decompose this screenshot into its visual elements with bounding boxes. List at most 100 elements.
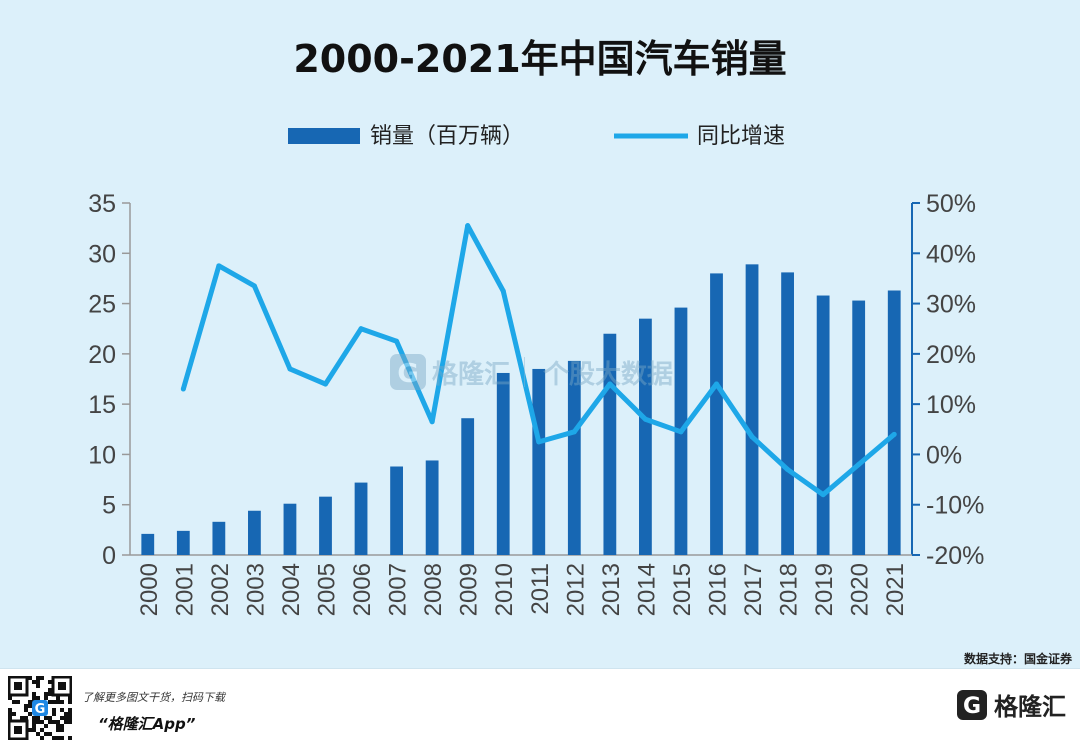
footer-brand-name: 格隆汇 bbox=[994, 693, 1066, 721]
x-tick-label: 2002 bbox=[207, 563, 234, 616]
right-tick-label: 10% bbox=[926, 391, 976, 419]
x-tick-label: 2008 bbox=[420, 563, 447, 616]
watermark: G 格隆汇 个股大数据 bbox=[388, 352, 673, 392]
bar-2006 bbox=[354, 482, 368, 555]
x-tick-label: 2005 bbox=[314, 563, 341, 616]
bar-2011 bbox=[532, 368, 546, 555]
x-tick-label: 2006 bbox=[349, 563, 376, 616]
growth-point-2006 bbox=[358, 326, 364, 332]
watermark-brand: 格隆汇 bbox=[432, 359, 511, 390]
growth-point-2005 bbox=[323, 381, 328, 387]
bar-2004 bbox=[283, 503, 297, 555]
bar-2009 bbox=[461, 418, 475, 555]
bar-2014 bbox=[639, 318, 652, 555]
promo-text: 了解更多图文干货，扫码下载 bbox=[82, 691, 225, 704]
growth-point-2002 bbox=[216, 263, 222, 269]
bar-2005 bbox=[319, 496, 332, 555]
left-tick-label: 20 bbox=[88, 341, 116, 369]
svg-text:G: G bbox=[35, 702, 46, 717]
growth-point-2004 bbox=[287, 366, 293, 372]
growth-point-2018 bbox=[785, 467, 791, 473]
x-tick-label: 2000 bbox=[136, 563, 163, 616]
watermark-divider bbox=[524, 357, 526, 387]
watermark-tagline: 个股大数据 bbox=[543, 359, 674, 390]
bar-2012 bbox=[567, 360, 581, 555]
legend-line-label: 同比增速 bbox=[697, 124, 785, 149]
svg-text:G: G bbox=[963, 694, 981, 719]
x-tick-label: 2007 bbox=[385, 563, 412, 616]
growth-point-2001 bbox=[180, 386, 186, 392]
left-tick-label: 15 bbox=[88, 391, 116, 419]
chart-title: 2000-2021年中国汽车销量 bbox=[293, 37, 787, 81]
growth-point-2010 bbox=[500, 288, 506, 294]
svg-text:G: G bbox=[397, 359, 418, 389]
x-tick-label: 2016 bbox=[705, 563, 732, 616]
growth-point-2013 bbox=[607, 381, 613, 387]
x-tick-label: 2020 bbox=[847, 563, 874, 616]
x-tick-label: 2003 bbox=[242, 563, 269, 616]
growth-point-2017 bbox=[749, 434, 755, 440]
growth-point-2003 bbox=[251, 283, 257, 289]
bar-2001 bbox=[176, 530, 190, 555]
x-tick-label: 2015 bbox=[669, 563, 696, 616]
bar-2003 bbox=[248, 510, 261, 555]
right-tick-label: 50% bbox=[926, 190, 976, 218]
right-tick-label: 20% bbox=[926, 341, 976, 369]
x-tick-label: 2001 bbox=[171, 563, 198, 616]
x-tick-label: 2010 bbox=[491, 563, 518, 616]
growth-point-2020 bbox=[856, 461, 862, 467]
bar-2019 bbox=[816, 295, 830, 555]
bar-2018 bbox=[781, 272, 794, 555]
x-tick-label: 2011 bbox=[527, 563, 554, 615]
x-tick-label: 2004 bbox=[278, 563, 305, 616]
right-tick-label: 30% bbox=[926, 291, 976, 319]
x-tick-label: 2017 bbox=[740, 563, 767, 616]
growth-point-2021 bbox=[891, 431, 897, 437]
bar-2007 bbox=[390, 466, 403, 555]
legend: 销量（百万辆） 同比增速 bbox=[288, 124, 785, 149]
x-tick-label: 2014 bbox=[633, 563, 660, 616]
growth-point-2016 bbox=[714, 381, 719, 387]
legend-bar-swatch bbox=[288, 128, 360, 144]
bar-2017 bbox=[745, 264, 759, 555]
x-tick-label: 2019 bbox=[811, 563, 838, 616]
growth-point-2009 bbox=[465, 223, 471, 229]
left-tick-label: 35 bbox=[88, 190, 116, 218]
footer-brand: G 格隆汇 bbox=[956, 687, 1066, 722]
x-tick-label: 2018 bbox=[776, 563, 803, 616]
x-tick-label: 2009 bbox=[456, 563, 483, 616]
right-tick-label: 40% bbox=[926, 240, 976, 268]
watermark-logo-icon: G bbox=[390, 354, 426, 390]
growth-point-2019 bbox=[820, 492, 826, 498]
bar-2002 bbox=[212, 521, 226, 555]
bar-2000 bbox=[141, 533, 155, 555]
x-tick-label: 2021 bbox=[882, 563, 909, 616]
legend-bar-label: 销量（百万辆） bbox=[370, 124, 524, 149]
left-tick-label: 30 bbox=[88, 240, 116, 268]
left-tick-label: 0 bbox=[102, 542, 116, 570]
bar-2016 bbox=[710, 273, 723, 555]
right-tick-label: 0% bbox=[926, 441, 962, 469]
growth-point-2015 bbox=[678, 429, 684, 435]
bar-2021 bbox=[887, 290, 901, 555]
brand-logo-icon: G bbox=[957, 689, 987, 720]
footer: G 了解更多图文干货，扫码下载 “格隆汇App” G 格隆汇 bbox=[0, 668, 1080, 748]
growth-point-2007 bbox=[394, 338, 400, 344]
bars bbox=[141, 264, 901, 555]
right-tick-label: -10% bbox=[926, 492, 984, 520]
x-tick-labels: 2000 2001 2002 2003 2004 2005 2006 2007 2008 2009… bbox=[136, 563, 909, 616]
left-tick-label: 5 bbox=[102, 492, 116, 520]
promo-app-name: “格隆汇App” bbox=[98, 715, 196, 733]
bar-2008 bbox=[425, 460, 439, 555]
bar-2010 bbox=[496, 372, 510, 555]
data-source: 数据支持：国金证券 bbox=[963, 652, 1072, 666]
left-tick-label: 25 bbox=[88, 291, 116, 319]
growth-point-2008 bbox=[429, 419, 435, 425]
qr-code-icon[interactable]: G bbox=[8, 676, 72, 740]
left-tick-label: 10 bbox=[88, 441, 116, 469]
right-tick-label: -20% bbox=[926, 542, 984, 570]
growth-point-2014 bbox=[642, 416, 648, 422]
bar-2020 bbox=[852, 300, 866, 555]
x-tick-label: 2012 bbox=[562, 563, 589, 616]
